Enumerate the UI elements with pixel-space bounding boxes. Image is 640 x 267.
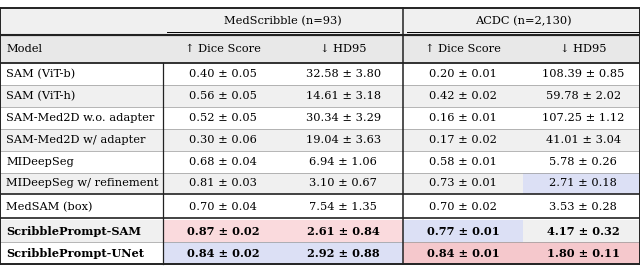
Text: SAM (ViT-h): SAM (ViT-h): [6, 91, 76, 101]
Text: 59.78 ± 2.02: 59.78 ± 2.02: [546, 91, 621, 101]
Text: 0.30 ± 0.06: 0.30 ± 0.06: [189, 135, 257, 145]
Text: SAM-Med2D w/ adapter: SAM-Med2D w/ adapter: [6, 135, 146, 145]
Text: 0.20 ± 0.01: 0.20 ± 0.01: [429, 69, 497, 79]
Text: 0.42 ± 0.02: 0.42 ± 0.02: [429, 91, 497, 101]
Text: 14.61 ± 3.18: 14.61 ± 3.18: [306, 91, 381, 101]
Bar: [0, 35, 640, 63]
Bar: [0, 221, 640, 242]
Bar: [403, 242, 524, 264]
Bar: [283, 221, 403, 242]
Text: ScribblePrompt-SAM: ScribblePrompt-SAM: [6, 226, 141, 237]
Text: ↑ Dice Score: ↑ Dice Score: [185, 44, 261, 54]
Text: 108.39 ± 0.85: 108.39 ± 0.85: [542, 69, 625, 79]
Text: 0.87 ± 0.02: 0.87 ± 0.02: [187, 226, 259, 237]
Text: 2.92 ± 0.88: 2.92 ± 0.88: [307, 248, 380, 259]
Text: MIDeepSeg: MIDeepSeg: [6, 156, 74, 167]
Text: 2.71 ± 0.18: 2.71 ± 0.18: [549, 178, 617, 189]
Bar: [0, 8, 640, 35]
Text: 0.70 ± 0.04: 0.70 ± 0.04: [189, 202, 257, 213]
Bar: [0, 129, 640, 151]
Text: 0.70 ± 0.02: 0.70 ± 0.02: [429, 202, 497, 213]
Bar: [283, 242, 403, 264]
Bar: [403, 221, 524, 242]
Text: 41.01 ± 3.04: 41.01 ± 3.04: [546, 135, 621, 145]
Bar: [524, 172, 640, 194]
Text: ScribblePrompt-UNet: ScribblePrompt-UNet: [6, 248, 145, 259]
Text: 19.04 ± 3.63: 19.04 ± 3.63: [306, 135, 381, 145]
Text: 0.84 ± 0.01: 0.84 ± 0.01: [427, 248, 500, 259]
Text: ↓ HD95: ↓ HD95: [320, 44, 367, 54]
Text: MIDeepSeg w/ refinement: MIDeepSeg w/ refinement: [6, 178, 159, 189]
Text: ↑ Dice Score: ↑ Dice Score: [425, 44, 501, 54]
Text: 0.58 ± 0.01: 0.58 ± 0.01: [429, 156, 497, 167]
Text: SAM (ViT-b): SAM (ViT-b): [6, 69, 76, 79]
Text: 0.56 ± 0.05: 0.56 ± 0.05: [189, 91, 257, 101]
Text: 5.78 ± 0.26: 5.78 ± 0.26: [549, 156, 617, 167]
Text: 3.53 ± 0.28: 3.53 ± 0.28: [549, 202, 617, 213]
Text: 7.54 ± 1.35: 7.54 ± 1.35: [309, 202, 377, 213]
Text: 0.52 ± 0.05: 0.52 ± 0.05: [189, 113, 257, 123]
Text: 107.25 ± 1.12: 107.25 ± 1.12: [542, 113, 625, 123]
Text: ↓ HD95: ↓ HD95: [560, 44, 607, 54]
Text: 1.80 ± 0.11: 1.80 ± 0.11: [547, 248, 620, 259]
Bar: [0, 85, 640, 107]
Text: 32.58 ± 3.80: 32.58 ± 3.80: [306, 69, 381, 79]
Bar: [163, 242, 283, 264]
Text: 0.40 ± 0.05: 0.40 ± 0.05: [189, 69, 257, 79]
Text: SAM-Med2D w.o. adapter: SAM-Med2D w.o. adapter: [6, 113, 155, 123]
Text: Model: Model: [6, 44, 42, 54]
Bar: [163, 221, 283, 242]
Text: 4.17 ± 0.32: 4.17 ± 0.32: [547, 226, 620, 237]
Text: 0.84 ± 0.02: 0.84 ± 0.02: [187, 248, 259, 259]
Text: 30.34 ± 3.29: 30.34 ± 3.29: [306, 113, 381, 123]
Text: MedSAM (box): MedSAM (box): [6, 202, 93, 213]
Text: MedScribble (n=93): MedScribble (n=93): [225, 16, 342, 26]
Text: 0.77 ± 0.01: 0.77 ± 0.01: [427, 226, 500, 237]
Text: 0.68 ± 0.04: 0.68 ± 0.04: [189, 156, 257, 167]
Bar: [524, 242, 640, 264]
Text: 2.61 ± 0.84: 2.61 ± 0.84: [307, 226, 380, 237]
Bar: [0, 172, 640, 194]
Text: 0.16 ± 0.01: 0.16 ± 0.01: [429, 113, 497, 123]
Text: 0.73 ± 0.01: 0.73 ± 0.01: [429, 178, 497, 189]
Text: ACDC (n=2,130): ACDC (n=2,130): [475, 16, 572, 27]
Text: 0.81 ± 0.03: 0.81 ± 0.03: [189, 178, 257, 189]
Text: 3.10 ± 0.67: 3.10 ± 0.67: [309, 178, 377, 189]
Text: 6.94 ± 1.06: 6.94 ± 1.06: [309, 156, 377, 167]
Text: 0.17 ± 0.02: 0.17 ± 0.02: [429, 135, 497, 145]
